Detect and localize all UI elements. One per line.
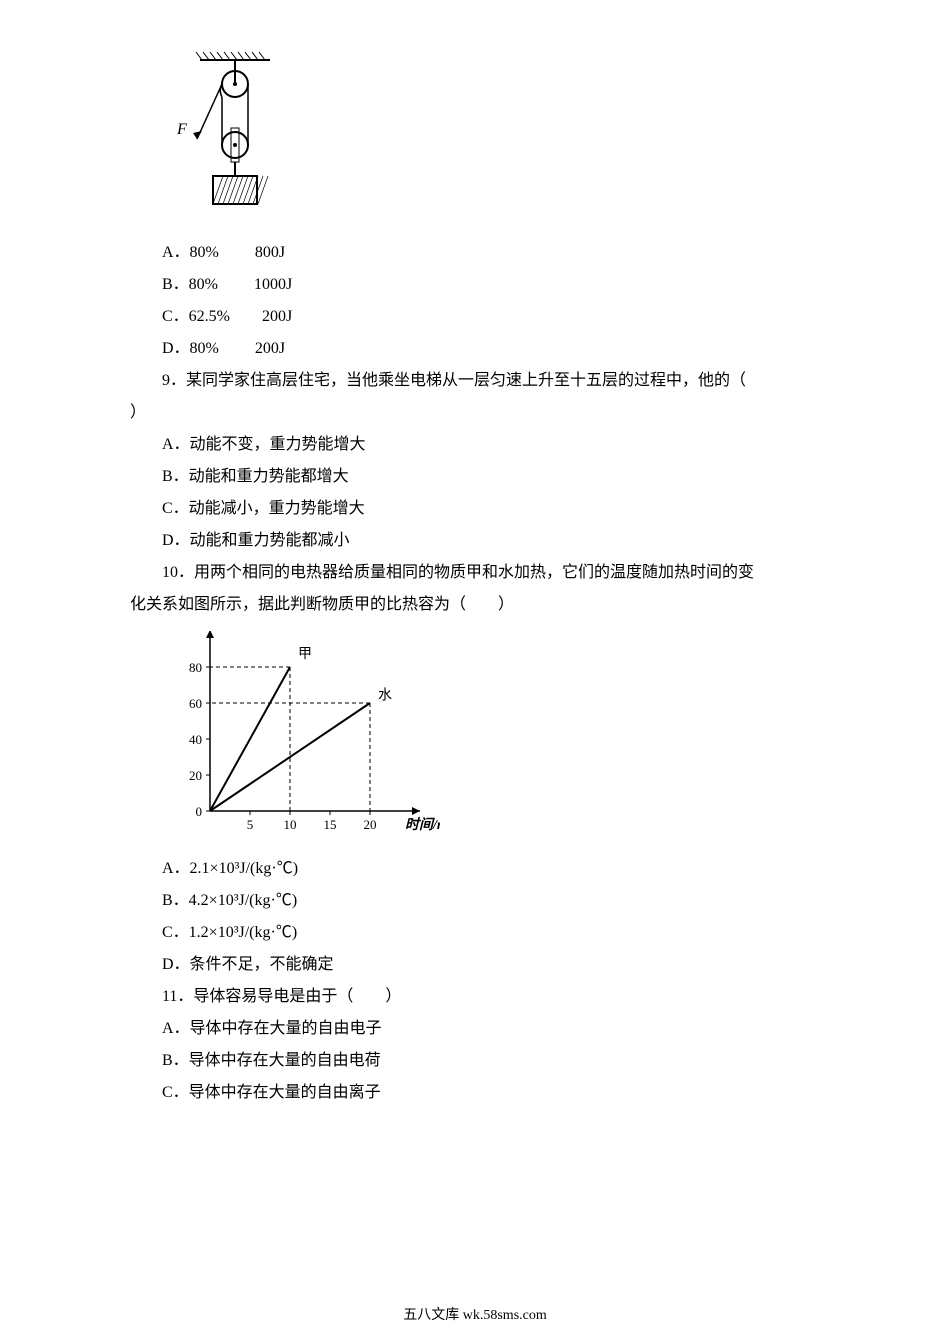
pulley-figure: F (160, 50, 820, 225)
q8-option-b: B．80% 1000J (130, 269, 820, 301)
svg-text:5: 5 (247, 817, 254, 832)
q8-option-a: A．80% 800J (130, 237, 820, 269)
q11-option-c: C．导体中存在大量的自由离子 (130, 1077, 820, 1109)
svg-text:80: 80 (189, 660, 202, 675)
q11-stem: 11．导体容易导电是由于（ ） (130, 981, 820, 1013)
svg-text:15: 15 (324, 817, 337, 832)
svg-text:甲: 甲 (298, 647, 312, 662)
q10-chart-svg: 0 20 40 60 80 5 10 15 20 温度/℃ 时间/min 甲水 (160, 631, 440, 841)
svg-text:时间/min: 时间/min (405, 817, 440, 833)
svg-text:F: F (176, 121, 187, 138)
svg-text:40: 40 (189, 732, 202, 747)
q11-option-a: A．导体中存在大量的自由电子 (130, 1013, 820, 1045)
q9-option-b: B．动能和重力势能都增大 (130, 461, 820, 493)
q8-option-d: D．80% 200J (130, 333, 820, 365)
q10-option-b: B．4.2×10³J/(kg·℃) (130, 885, 820, 917)
q11-option-b: B．导体中存在大量的自由电荷 (130, 1045, 820, 1077)
q9-stem-line2: ） (130, 397, 820, 429)
svg-text:温度/℃: 温度/℃ (216, 631, 264, 632)
svg-text:20: 20 (364, 817, 377, 832)
svg-text:水: 水 (378, 687, 392, 703)
svg-text:20: 20 (189, 768, 202, 783)
q10-stem-line1: 10．用两个相同的电热器给质量相同的物质甲和水加热，它们的温度随加热时间的变 (130, 557, 820, 589)
q10-option-c: C．1.2×10³J/(kg·℃) (130, 917, 820, 949)
svg-text:10: 10 (284, 817, 297, 832)
page-footer: 五八文库 wk.58sms.com (0, 1304, 950, 1324)
q9-option-a: A．动能不变，重力势能增大 (130, 429, 820, 461)
q10-chart: 0 20 40 60 80 5 10 15 20 温度/℃ 时间/min 甲水 (160, 631, 820, 841)
q9-stem-line1: 9．某同学家住高层住宅，当他乘坐电梯从一层匀速上升至十五层的过程中，他的（ (130, 365, 820, 397)
q10-option-a: A．2.1×10³J/(kg·℃) (130, 853, 820, 885)
q10-stem-line2: 化关系如图所示，据此判断物质甲的比热容为（ ） (130, 589, 820, 621)
q8-option-c: C．62.5% 200J (130, 301, 820, 333)
q9-option-c: C．动能减小，重力势能增大 (130, 493, 820, 525)
pulley-svg: F (160, 50, 290, 225)
q9-option-d: D．动能和重力势能都减小 (130, 525, 820, 557)
svg-text:60: 60 (189, 696, 202, 711)
svg-text:0: 0 (196, 804, 203, 819)
q10-option-d: D．条件不足，不能确定 (130, 949, 820, 981)
